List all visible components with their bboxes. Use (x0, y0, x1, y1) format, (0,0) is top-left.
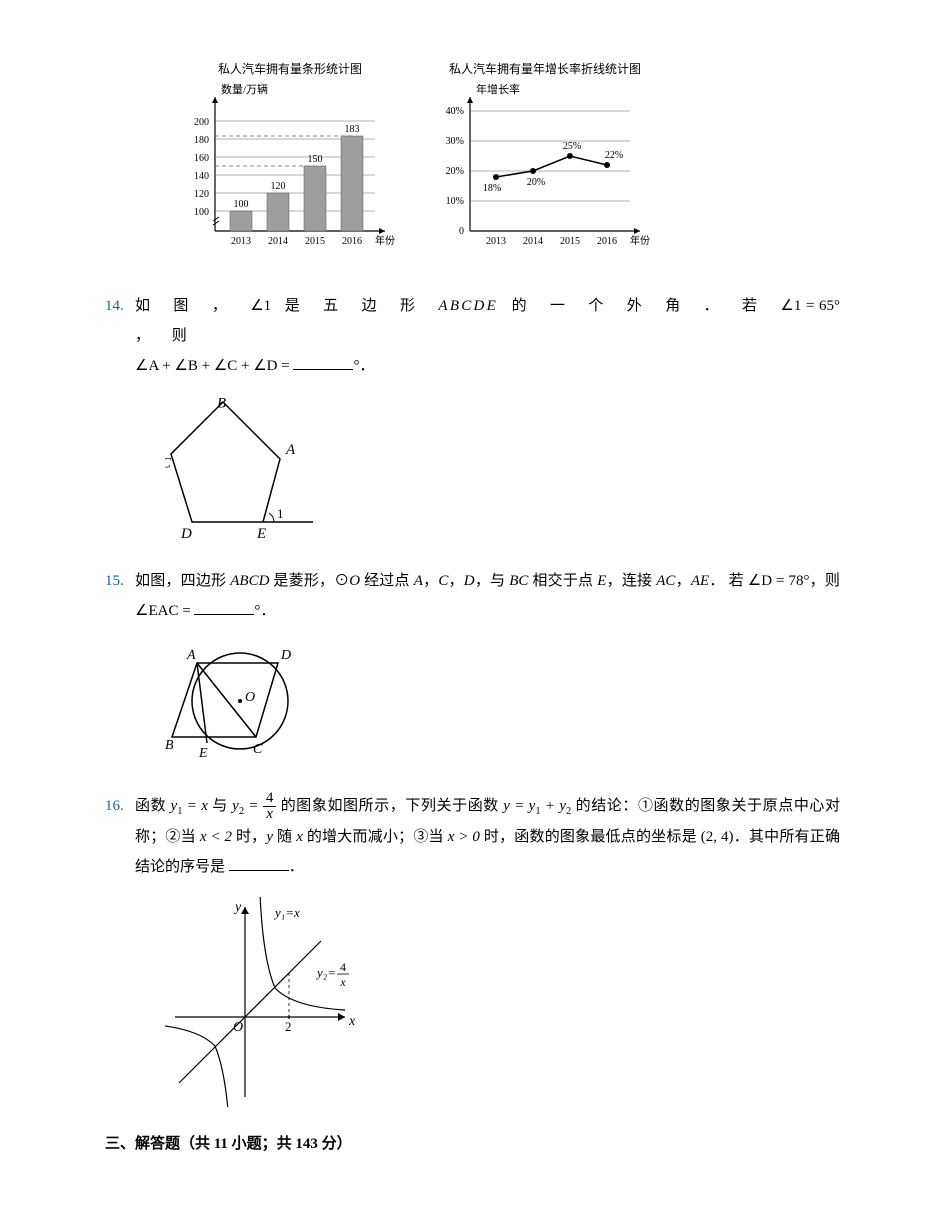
bar-chart-box: 数量/万辆 100 120 140 (175, 81, 405, 256)
line-ytick-3: 30% (446, 136, 464, 147)
line-val-1: 20% (527, 177, 545, 188)
problem-14: 14. 如 图 ， ∠1 是 五 边 形 ABCDE 的 一 个 外 角 ． 若… (105, 291, 840, 381)
figure-coord-plot: y x O 2 y₁=x y₂= 4 x (165, 897, 840, 1107)
line-chart-title: 私人汽车拥有量年增长率折线统计图 (449, 60, 641, 77)
line-ytick-2: 20% (446, 166, 464, 177)
svg-text:C: C (165, 456, 172, 472)
svg-text:E: E (256, 526, 266, 541)
figure-circle-rhombus: A D B C E O (165, 641, 840, 766)
bar-ytick-0: 100 (194, 207, 209, 218)
line-ytick-1: 10% (446, 196, 464, 207)
line-chart: 私人汽车拥有量年增长率折线统计图 年增长率 0 10% 20% 30% 40% (430, 60, 660, 256)
line-chart-svg: 年增长率 0 10% 20% 30% 40% (430, 81, 660, 256)
bar-ytick-1: 120 (194, 189, 209, 200)
svg-text:4: 4 (340, 960, 346, 974)
section-heading-3: 三、解答题（共 11 小题；共 143 分） (105, 1132, 840, 1153)
bar-y-label: 数量/万辆 (221, 82, 268, 96)
answer-blank[interactable] (293, 355, 353, 370)
svg-text:O: O (233, 1020, 243, 1035)
problem-number: 15. (105, 566, 135, 626)
problem-text: 如图，四边形 ABCD 是菱形，⊙O 经过点 A，C，D，与 BC 相交于点 E… (135, 566, 840, 626)
line-ytick-4: 40% (446, 106, 464, 117)
problem-16: 16. 函数 y1 = x 与 y2 = 4x 的图象如图所示，下列关于函数 y… (105, 791, 840, 882)
bar-chart-svg: 数量/万辆 100 120 140 (175, 81, 405, 256)
bar-val-2: 150 (308, 154, 323, 165)
bar-x-3: 2016 (342, 236, 362, 247)
bar-x-1: 2014 (268, 236, 288, 247)
svg-text:x: x (348, 1014, 356, 1029)
problem-text: 函数 y1 = x 与 y2 = 4x 的图象如图所示，下列关于函数 y = y… (135, 791, 840, 882)
line-val-0: 18% (483, 183, 501, 194)
problem-15: 15. 如图，四边形 ABCD 是菱形，⊙O 经过点 A，C，D，与 BC 相交… (105, 566, 840, 626)
svg-text:D: D (280, 648, 291, 663)
svg-text:E: E (198, 746, 208, 761)
bar-ytick-2: 140 (194, 171, 209, 182)
answer-blank[interactable] (229, 856, 289, 871)
problem-number: 14. (105, 291, 135, 381)
svg-text:1: 1 (277, 506, 284, 521)
problem-text: 如 图 ， ∠1 是 五 边 形 ABCDE 的 一 个 外 角 ． 若 ∠1 … (135, 291, 840, 381)
svg-text:B: B (217, 396, 226, 412)
svg-text:y₂=: y₂= (315, 965, 336, 980)
charts-row: 私人汽车拥有量条形统计图 数量/万辆 (175, 60, 840, 256)
bar-val-1: 120 (271, 181, 286, 192)
line-x-3: 2016 (597, 236, 617, 247)
svg-text:A: A (285, 442, 296, 458)
line-val-2: 25% (563, 141, 581, 152)
line-ytick-0: 0 (459, 226, 464, 237)
line-val-3: 22% (605, 150, 623, 161)
line-x-label: 年份 (630, 234, 650, 247)
answer-blank[interactable] (194, 600, 254, 615)
bar-x-2: 2015 (305, 236, 325, 247)
svg-text:y: y (233, 900, 242, 915)
line-x-2: 2015 (560, 236, 580, 247)
bar-ytick-5: 200 (194, 117, 209, 128)
svg-text:D: D (180, 526, 192, 541)
svg-text:y₁=x: y₁=x (273, 905, 300, 920)
figure-pentagon: A B C D E 1 (165, 396, 840, 541)
svg-text:x: x (339, 975, 346, 989)
problem-number: 16. (105, 791, 135, 882)
line-x-1: 2014 (523, 236, 543, 247)
svg-text:2: 2 (285, 1019, 292, 1034)
bar-x-label: 年份 (375, 234, 395, 247)
svg-text:B: B (165, 738, 174, 753)
line-y-label: 年增长率 (476, 82, 520, 96)
bar-val-0: 100 (234, 199, 249, 210)
bar-chart-title: 私人汽车拥有量条形统计图 (218, 60, 362, 77)
line-x-0: 2013 (486, 236, 506, 247)
bar-ytick-4: 180 (194, 135, 209, 146)
bar-ytick-3: 160 (194, 153, 209, 164)
bar-chart: 私人汽车拥有量条形统计图 数量/万辆 (175, 60, 405, 256)
svg-text:O: O (245, 690, 255, 705)
line-chart-box: 年增长率 0 10% 20% 30% 40% (430, 81, 660, 256)
bar-x-0: 2013 (231, 236, 251, 247)
svg-text:A: A (186, 648, 196, 663)
bar-val-3: 183 (345, 124, 360, 135)
svg-text:C: C (253, 742, 263, 757)
